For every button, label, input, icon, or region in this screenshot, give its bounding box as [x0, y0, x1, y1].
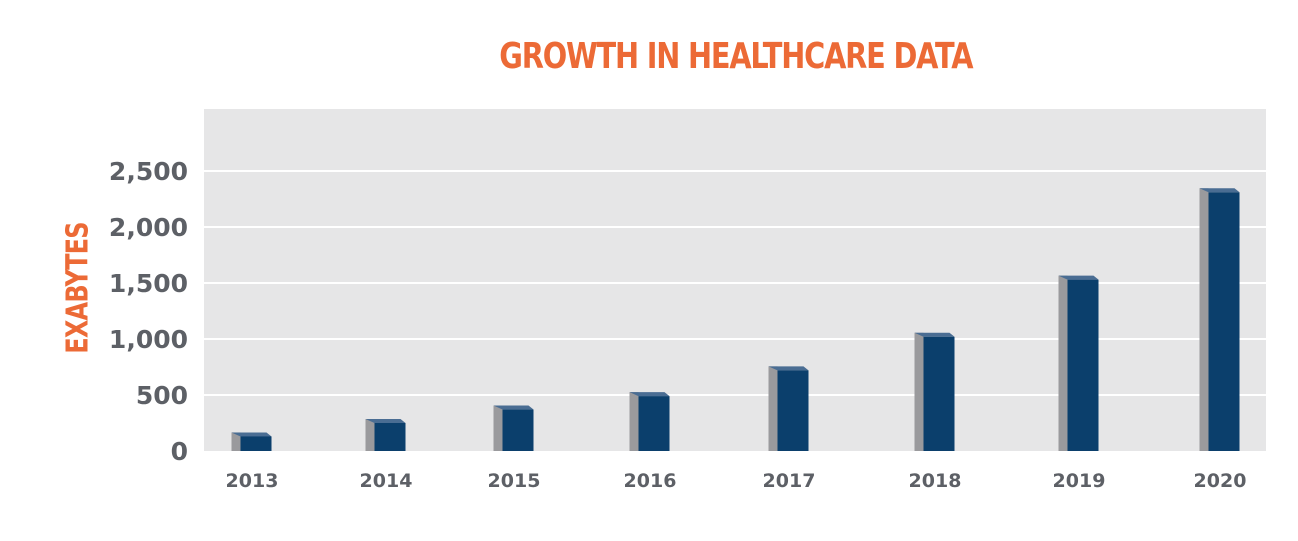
bar-side: [231, 432, 241, 451]
y-tick-label: 500: [136, 381, 188, 410]
bar-top: [493, 405, 534, 410]
bar-2018: [914, 332, 955, 451]
bar-front: [777, 370, 809, 451]
bar-2015: [493, 405, 534, 451]
y-axis-ticks: 0 500 1,000 1,500 2,000 2,500: [109, 157, 188, 466]
x-tick-label: 2017: [763, 470, 816, 492]
bar-2020: [1199, 188, 1240, 451]
bar-side: [914, 332, 924, 451]
bar-top: [1199, 188, 1240, 193]
bar-front: [374, 423, 406, 451]
x-tick-label: 2013: [226, 470, 279, 492]
y-tick-label: 1,500: [109, 269, 188, 298]
bar-front: [502, 409, 534, 451]
bar-2013: [231, 432, 272, 451]
x-tick-label: 2019: [1053, 470, 1106, 492]
bar-front: [240, 436, 272, 451]
bar-top: [365, 419, 406, 423]
bar-2016: [629, 392, 670, 451]
y-tick-label: 2,000: [109, 213, 188, 242]
x-tick-label: 2016: [624, 470, 677, 492]
x-tick-label: 2015: [488, 470, 541, 492]
bar-side: [1199, 188, 1209, 451]
bar-front: [923, 336, 955, 451]
bar-top: [1058, 275, 1099, 280]
bar-side: [629, 392, 639, 451]
bar-side: [493, 405, 503, 451]
bar-side: [365, 419, 375, 451]
x-tick-label: 2018: [909, 470, 962, 492]
bar-top: [629, 392, 670, 397]
y-tick-label: 2,500: [109, 157, 188, 186]
bar-top: [231, 432, 272, 437]
bar-front: [1208, 192, 1240, 451]
bar-2017: [768, 366, 809, 451]
bar-top: [768, 366, 809, 371]
x-tick-label: 2014: [360, 470, 413, 492]
bar-side: [768, 366, 778, 451]
bar-front: [1067, 279, 1099, 451]
bars: [231, 188, 1240, 451]
y-tick-label: 1,000: [109, 325, 188, 354]
bar-side: [1058, 275, 1068, 451]
bar-top: [914, 332, 955, 337]
chart-title: GROWTH IN HEALTHCARE DATA: [499, 36, 973, 77]
x-tick-label: 2020: [1194, 470, 1247, 492]
plot-background: [204, 109, 1266, 451]
x-axis-ticks: 2013 2014 2015 2016 2017 2018 2019 2020: [226, 470, 1247, 492]
bar-2019: [1058, 275, 1099, 451]
y-tick-label: 0: [171, 437, 188, 466]
bar-front: [638, 396, 670, 451]
bar-2014: [365, 419, 406, 451]
